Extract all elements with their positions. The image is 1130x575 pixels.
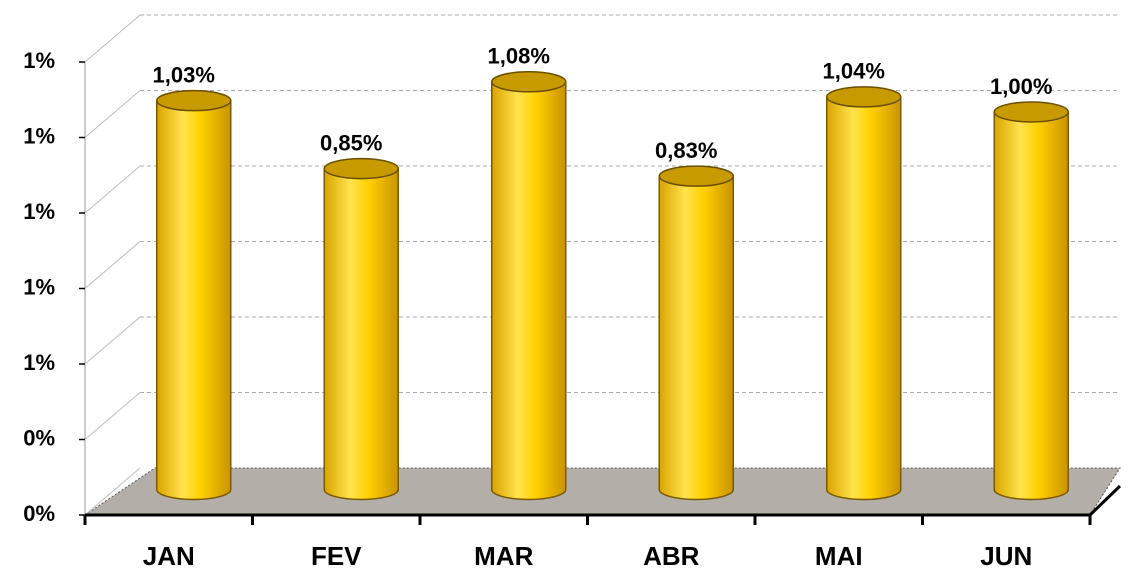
x-tick-label: MAI [815,541,863,571]
grid-line [84,14,141,63]
value-label: 0,83% [655,138,717,163]
bar [156,99,232,501]
y-tick-label: 1% [23,48,55,73]
bar [658,175,734,501]
grid-line [84,165,141,214]
bar [491,81,567,501]
value-label: 1,00% [990,74,1052,99]
y-tick-label: 1% [23,199,55,224]
bar-top [491,71,567,93]
bar-top [826,86,902,108]
grid-line [84,392,141,440]
bar-top [156,89,232,112]
value-label: 1,08% [488,44,550,69]
y-tick-label: 0% [23,425,55,450]
grid-line [84,241,141,289]
grid-line [84,467,141,516]
bar-top [993,101,1069,123]
value-label: 1,03% [153,62,215,87]
bar-top [658,165,734,187]
grid-line [84,90,141,138]
x-tick-label: JAN [143,541,195,571]
x-tick-label: ABR [643,541,700,571]
bar [323,167,399,501]
x-tick-label: MAR [474,541,533,571]
bar [826,96,902,501]
y-tick-label: 0% [23,501,55,526]
x-tick-label: JUN [980,541,1032,571]
grid-line [84,316,141,365]
value-label: 1,04% [823,59,885,84]
floor [83,467,1121,516]
value-label: 0,85% [320,130,382,155]
y-tick-label: 1% [23,350,55,375]
x-axis-line [1088,484,1122,517]
bar [993,111,1069,501]
bar-top [323,157,399,180]
y-tick-label: 1% [23,274,55,299]
x-tick-label: FEV [311,541,362,571]
y-tick-label: 1% [23,123,55,148]
